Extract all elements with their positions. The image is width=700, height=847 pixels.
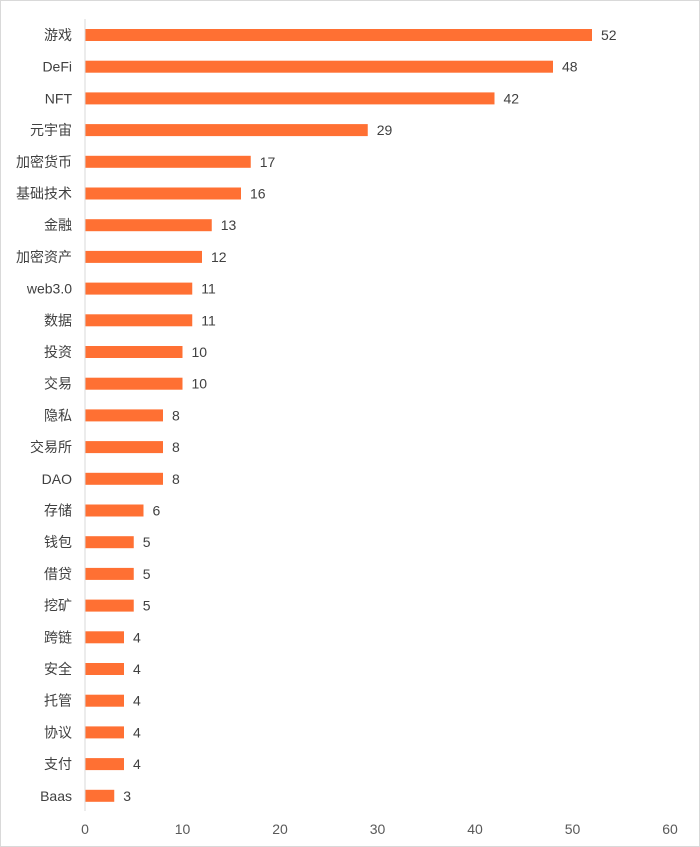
bar xyxy=(85,377,183,390)
category-label: 存储 xyxy=(44,503,72,519)
value-label: 8 xyxy=(172,471,180,487)
x-tick-label: 10 xyxy=(175,821,191,837)
ticks-layer: 0 10 20 30 40 50 60 xyxy=(81,821,678,837)
bar xyxy=(85,155,251,168)
category-label: web3.0 xyxy=(26,281,72,297)
category-label: 协议 xyxy=(44,724,72,740)
bar xyxy=(85,694,124,707)
bar xyxy=(85,758,124,771)
bar xyxy=(85,219,212,232)
value-label: 16 xyxy=(250,186,266,202)
value-label: 6 xyxy=(153,503,161,519)
category-label: 托管 xyxy=(44,693,72,709)
value-label: 10 xyxy=(192,376,208,392)
value-label: 5 xyxy=(143,566,151,582)
bar xyxy=(85,567,134,580)
category-label: DeFi xyxy=(42,59,72,75)
category-label: NFT xyxy=(45,90,73,106)
value-label: 48 xyxy=(562,59,578,75)
bar xyxy=(85,663,124,675)
value-label: 11 xyxy=(201,312,216,328)
category-label: 加密货币 xyxy=(16,154,72,170)
value-label: 5 xyxy=(143,598,151,614)
category-label: 金融 xyxy=(44,217,72,233)
x-tick-label: 50 xyxy=(565,821,581,837)
category-label: 游戏 xyxy=(44,27,72,43)
category-label: 钱包 xyxy=(44,534,72,550)
bar xyxy=(85,92,495,105)
x-tick-label: 0 xyxy=(81,821,89,837)
value-label: 52 xyxy=(601,27,617,43)
value-label: 4 xyxy=(133,724,141,740)
category-label: Baas xyxy=(40,788,72,804)
category-label: DAO xyxy=(42,471,72,487)
value-label: 17 xyxy=(260,154,276,170)
bar xyxy=(85,631,124,644)
value-label: 4 xyxy=(133,756,141,772)
category-label: 挖矿 xyxy=(44,598,72,614)
value-label: 8 xyxy=(172,407,180,423)
category-label: 交易 xyxy=(44,376,72,392)
bar xyxy=(85,346,183,358)
value-label: 5 xyxy=(143,534,151,550)
bar xyxy=(85,789,115,802)
value-label: 11 xyxy=(201,281,216,297)
value-label: 4 xyxy=(133,661,141,677)
bar xyxy=(85,599,134,612)
category-label: 交易所 xyxy=(30,439,72,455)
category-label: 安全 xyxy=(44,661,72,677)
category-label: 投资 xyxy=(44,344,72,360)
value-label: 10 xyxy=(192,344,208,360)
value-label: 12 xyxy=(211,249,227,265)
bar xyxy=(85,472,163,485)
value-label: 42 xyxy=(504,90,520,106)
x-tick-label: 30 xyxy=(370,821,386,837)
bar xyxy=(85,124,368,137)
category-label: 跨链 xyxy=(44,629,72,645)
bar xyxy=(85,282,193,295)
bar xyxy=(85,314,193,327)
x-tick-label: 60 xyxy=(662,821,678,837)
bar xyxy=(85,726,124,739)
x-tick-label: 20 xyxy=(272,821,288,837)
category-label: 基础技术 xyxy=(16,186,72,202)
bar xyxy=(85,409,163,422)
bars-layer xyxy=(85,29,592,802)
bar xyxy=(85,250,202,263)
bar xyxy=(85,504,144,517)
value-label: 13 xyxy=(221,217,237,233)
value-label: 3 xyxy=(123,788,131,804)
value-label: 4 xyxy=(133,629,141,645)
category-label: 元宇宙 xyxy=(30,122,72,138)
bar xyxy=(85,60,553,73)
bar xyxy=(85,536,134,549)
category-label: 支付 xyxy=(44,756,72,772)
value-label: 29 xyxy=(377,122,393,138)
category-label: 隐私 xyxy=(44,407,72,423)
value-label: 8 xyxy=(172,439,180,455)
x-tick-label: 40 xyxy=(467,821,483,837)
bar xyxy=(85,187,241,200)
category-label: 数据 xyxy=(44,312,72,328)
bar xyxy=(85,441,163,454)
value-label: 4 xyxy=(133,693,141,709)
category-label: 加密资产 xyxy=(16,249,72,265)
category-label: 借贷 xyxy=(44,566,72,582)
bar xyxy=(85,29,592,41)
